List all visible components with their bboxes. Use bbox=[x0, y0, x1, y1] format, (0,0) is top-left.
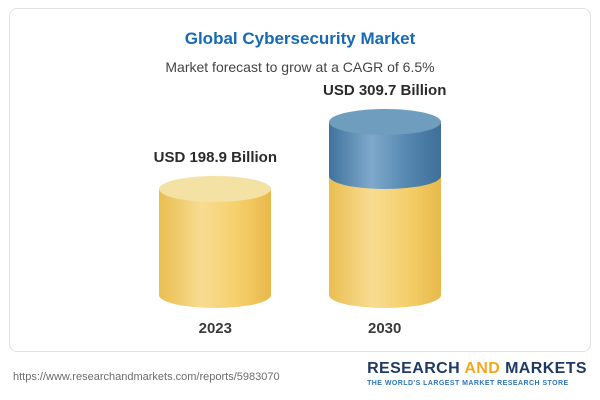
chart-title: Global Cybersecurity Market bbox=[184, 29, 416, 48]
year-label-2023: 2023 bbox=[198, 320, 232, 337]
report-url: https://www.researchandmarkets.com/repor… bbox=[13, 371, 280, 383]
year-label-2030: 2030 bbox=[368, 320, 402, 337]
footer: https://www.researchandmarkets.com/repor… bbox=[9, 360, 591, 387]
value-label-2030: USD 309.7 Billion bbox=[323, 82, 447, 100]
cylinder-top-ellipse bbox=[159, 175, 272, 202]
chart-area: USD 198.9 Billion 2023 USD 309.7 Billion… bbox=[10, 82, 590, 337]
logo-text: RESEARCH AND MARKETS bbox=[367, 360, 587, 378]
logo-word-research: RESEARCH bbox=[367, 360, 461, 377]
research-and-markets-logo: RESEARCH AND MARKETS THE WORLD'S LARGEST… bbox=[367, 360, 587, 387]
cylinder-2030 bbox=[328, 109, 441, 308]
chart-subtitle: Market forecast to grow at a CAGR of 6.5… bbox=[165, 59, 435, 75]
value-label-2023: USD 198.9 Billion bbox=[153, 148, 277, 166]
chart-card: Global Cybersecurity Market Market forec… bbox=[9, 8, 591, 352]
logo-tagline: THE WORLD'S LARGEST MARKET RESEARCH STOR… bbox=[367, 380, 569, 387]
logo-word-markets: MARKETS bbox=[505, 360, 587, 377]
cylinder-top-ellipse bbox=[328, 109, 441, 136]
bar-group-2023: USD 198.9 Billion 2023 bbox=[154, 149, 277, 337]
logo-word-and: AND bbox=[464, 360, 501, 377]
bar-group-2030: USD 309.7 Billion 2030 bbox=[323, 82, 446, 337]
base-segment-2030 bbox=[328, 175, 441, 308]
cylinder-body bbox=[159, 188, 272, 308]
cylinder-2023 bbox=[159, 175, 272, 308]
